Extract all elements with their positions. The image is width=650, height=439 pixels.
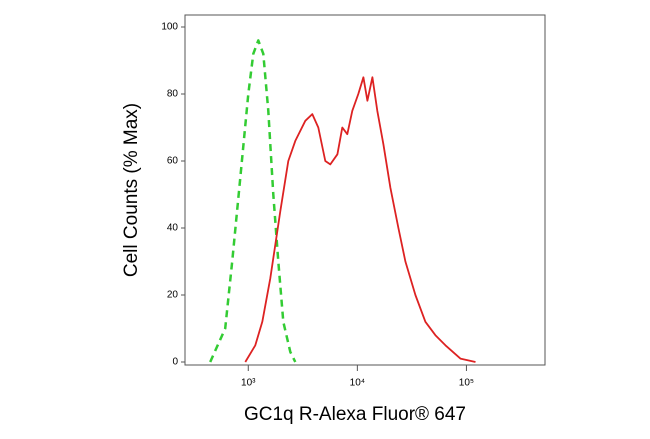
y-tick-label: 20 <box>167 290 179 301</box>
y-tick-label: 40 <box>167 223 179 234</box>
plot-frame <box>184 14 546 366</box>
y-tick-label: 60 <box>167 156 179 167</box>
x-axis-label: GC1q R-Alexa Fluor® 647 <box>244 404 466 425</box>
y-tick-label: 0 <box>172 357 178 368</box>
histogram-line <box>244 76 476 363</box>
histogram-line <box>209 39 297 363</box>
x-tick-label: 10⁵ <box>459 378 474 389</box>
x-tick-label: 10⁴ <box>350 378 365 389</box>
y-tick-label: 80 <box>167 89 179 100</box>
y-axis-label: Cell Counts (% Max) <box>121 103 142 277</box>
y-tick-label: 100 <box>161 22 178 33</box>
x-tick-label: 10³ <box>241 378 256 389</box>
